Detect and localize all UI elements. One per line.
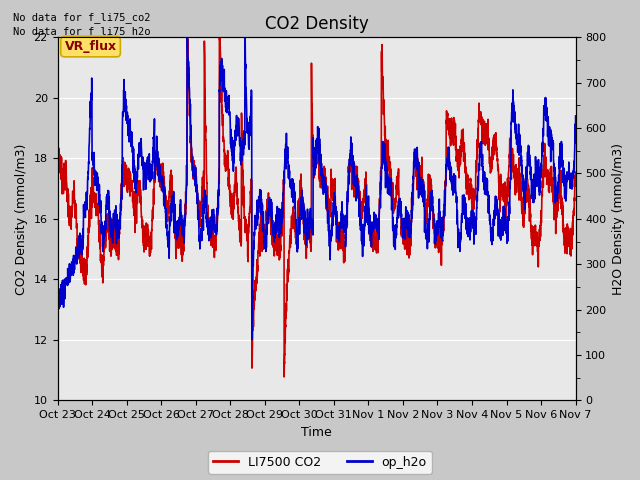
op_h2o	[275, 220, 283, 226]
op_h2o	[113, 223, 120, 229]
Y-axis label: CO2 Density (mmol/m3): CO2 Density (mmol/m3)	[15, 143, 28, 295]
LI7500 CO2	[275, 234, 283, 240]
op_h2o	[54, 309, 61, 314]
op_h2o	[143, 168, 151, 174]
LI7500 CO2	[143, 243, 151, 249]
LI7500 CO2	[562, 233, 570, 239]
Y-axis label: H2O Density (mmol/m3): H2O Density (mmol/m3)	[612, 143, 625, 295]
LI7500 CO2	[183, 35, 191, 40]
LI7500 CO2	[280, 374, 288, 380]
Legend: LI7500 CO2, op_h2o: LI7500 CO2, op_h2o	[209, 451, 431, 474]
op_h2o	[253, 221, 260, 227]
op_h2o	[506, 180, 514, 185]
op_h2o	[183, 35, 191, 40]
op_h2o	[248, 336, 256, 342]
op_h2o	[572, 113, 579, 119]
LI7500 CO2	[54, 149, 61, 155]
op_h2o	[562, 198, 570, 204]
Line: op_h2o: op_h2o	[58, 37, 575, 339]
LI7500 CO2	[253, 275, 260, 281]
LI7500 CO2	[506, 150, 514, 156]
LI7500 CO2	[572, 169, 579, 175]
Title: CO2 Density: CO2 Density	[265, 15, 369, 33]
Text: VR_flux: VR_flux	[65, 40, 116, 53]
LI7500 CO2	[113, 252, 120, 258]
Text: No data for f_li75_co2: No data for f_li75_co2	[13, 12, 150, 23]
X-axis label: Time: Time	[301, 426, 332, 439]
Line: LI7500 CO2: LI7500 CO2	[58, 37, 575, 377]
Text: No data for f_li75_h2o: No data for f_li75_h2o	[13, 26, 150, 37]
